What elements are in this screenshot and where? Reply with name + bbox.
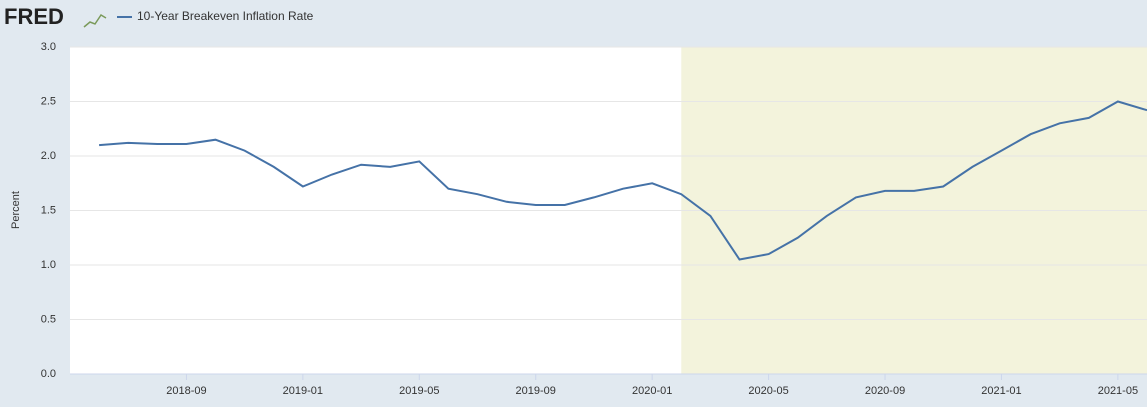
legend-label: 10-Year Breakeven Inflation Rate	[137, 9, 314, 23]
x-tick-label: 2020-09	[865, 385, 905, 397]
logo-icon	[83, 13, 107, 28]
y-tick-label: 0.5	[41, 313, 56, 325]
x-tick-label: 2018-09	[166, 385, 206, 397]
x-tick-label: 2020-01	[632, 385, 672, 397]
x-tick-label: 2019-05	[399, 385, 439, 397]
y-axis-label: Percent	[10, 191, 22, 229]
y-tick-label: 3.0	[41, 41, 56, 53]
logo: FRED	[4, 4, 64, 29]
y-tick-label: 1.5	[41, 204, 56, 216]
x-tick-label: 2021-05	[1098, 385, 1138, 397]
x-tick-label: 2019-01	[283, 385, 323, 397]
y-tick-label: 2.0	[41, 150, 56, 162]
line	[99, 100, 1147, 261]
x-tick-label: 2020-05	[748, 385, 788, 397]
x-tick-label: 2019-09	[516, 385, 556, 397]
y-tick-label: 0.0	[41, 368, 56, 380]
y-tick-label: 2.5	[41, 95, 56, 107]
y-tick-label: 1.0	[41, 259, 56, 271]
x-tick-label: 2021-01	[981, 385, 1021, 397]
